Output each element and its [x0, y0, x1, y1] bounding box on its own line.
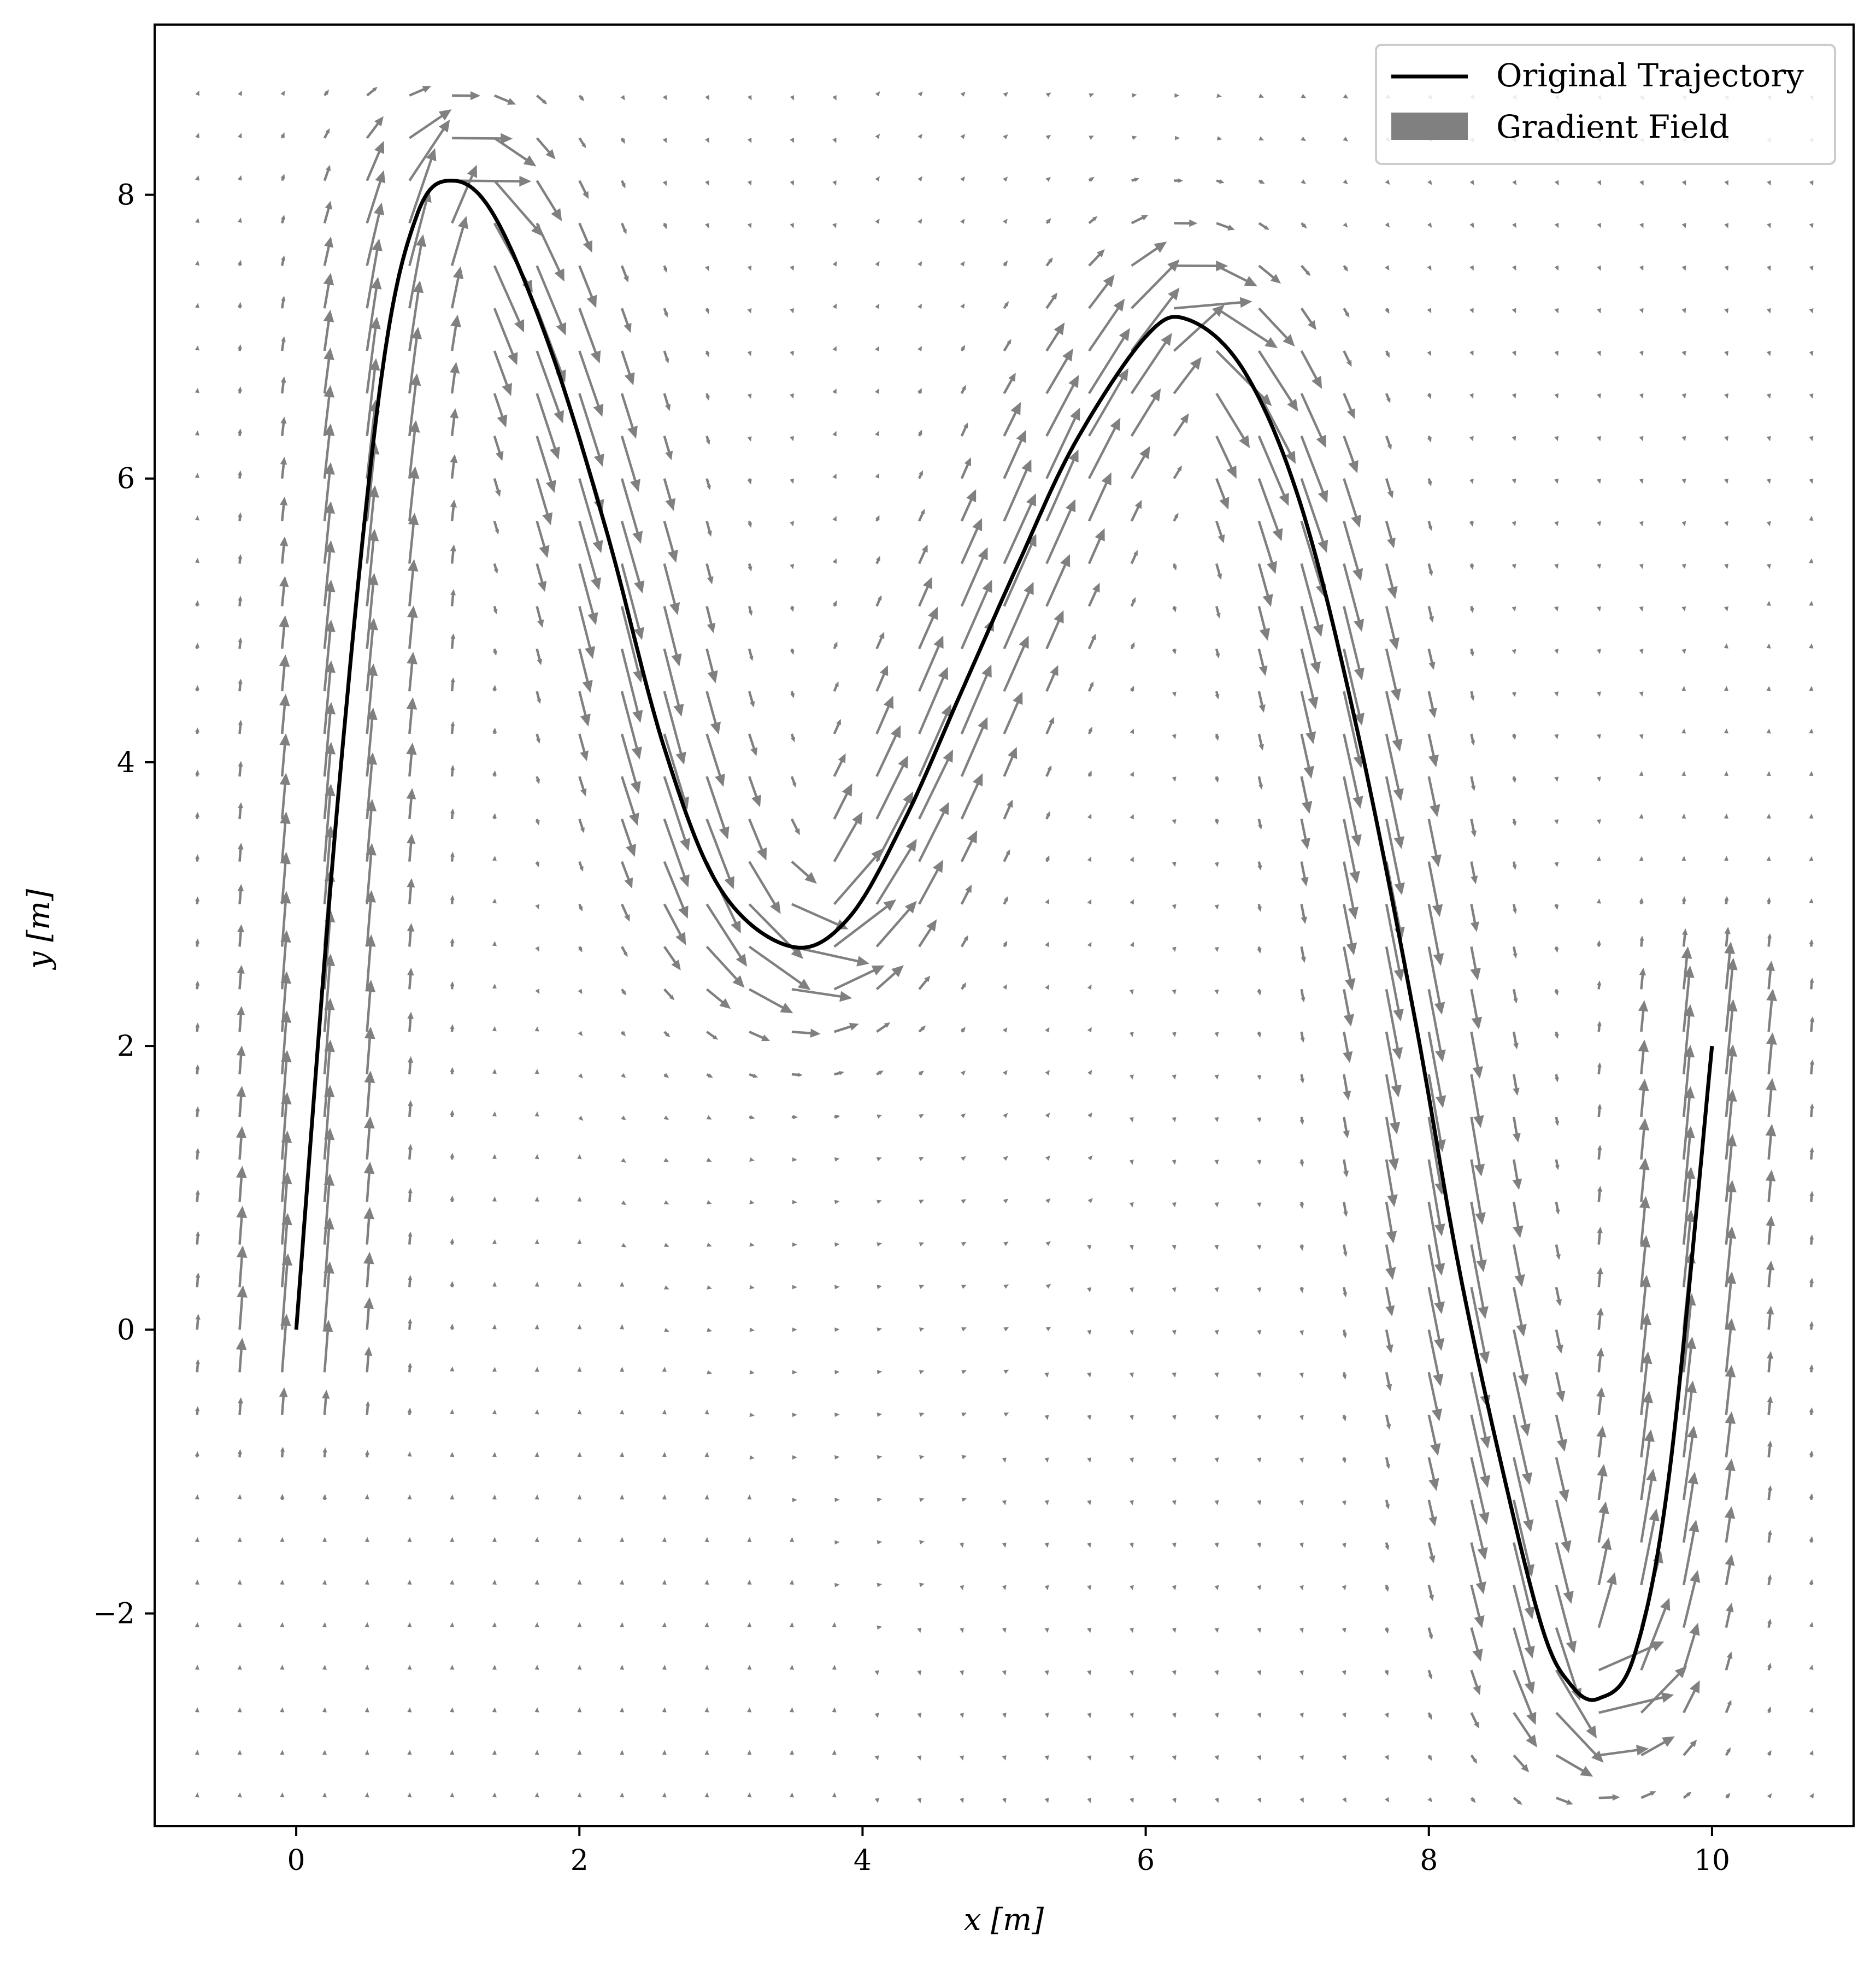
y-tick-label: 6 [117, 463, 135, 496]
legend-label-gradient: Gradient Field [1496, 108, 1730, 145]
y-tick-label: −2 [93, 1598, 135, 1631]
y-tick-label: 0 [117, 1314, 135, 1346]
x-tick-label: 10 [1694, 1844, 1730, 1877]
legend-label-trajectory: Original Trajectory [1496, 57, 1804, 94]
x-axis-label: x [m] [964, 1902, 1044, 1938]
x-tick-label: 4 [854, 1844, 872, 1877]
y-tick-label: 2 [117, 1030, 135, 1063]
y-axis-label: y [m] [21, 889, 57, 970]
x-tick-label: 2 [571, 1844, 589, 1877]
y-tick-label: 8 [117, 179, 135, 212]
x-tick-label: 8 [1420, 1844, 1438, 1877]
legend-patch-swatch [1391, 113, 1468, 140]
legend: Original Trajectory Gradient Field [1376, 45, 1835, 164]
x-tick-label: 6 [1137, 1844, 1155, 1877]
x-tick-label: 0 [287, 1844, 305, 1877]
y-tick-label: 4 [117, 746, 135, 779]
